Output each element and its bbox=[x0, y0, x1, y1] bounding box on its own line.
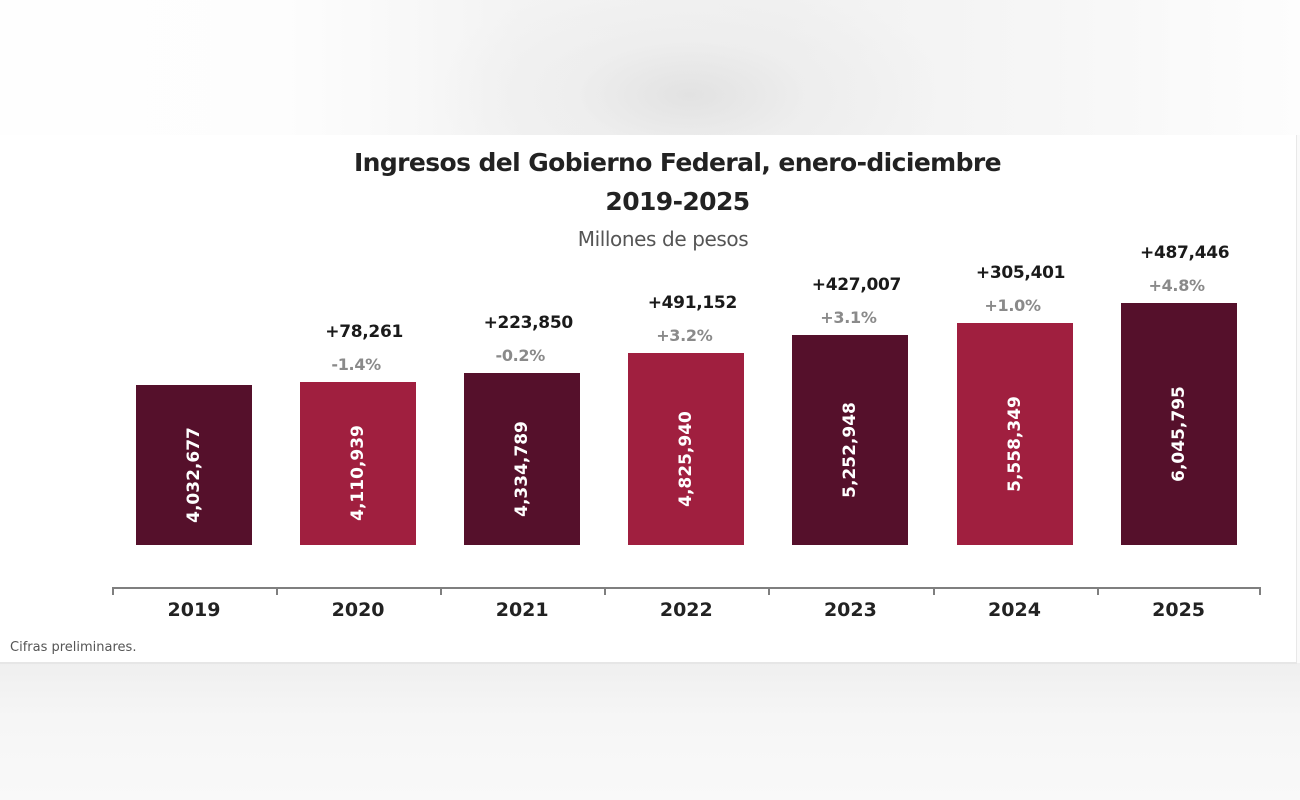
x-axis-label-2023: 2023 bbox=[823, 599, 877, 621]
bar-2020: 4,110,939 bbox=[300, 381, 417, 545]
change-absolute-label: +78,261 bbox=[325, 321, 404, 342]
blurred-background-top bbox=[0, 0, 1300, 135]
bar-value-label: 5,558,349 bbox=[1004, 396, 1025, 492]
bar-value-label: 6,045,795 bbox=[1168, 386, 1189, 482]
x-axis-tick bbox=[932, 587, 935, 595]
bar-2022: 4,825,940 bbox=[628, 352, 745, 545]
chart-title-years: 2019-2025 bbox=[605, 187, 750, 216]
change-percent-label: +3.1% bbox=[820, 308, 877, 328]
bar-value-label: 4,334,789 bbox=[512, 420, 533, 517]
bar-2021: 4,334,789 bbox=[464, 372, 581, 545]
footnote: Cifras preliminares. bbox=[10, 640, 137, 655]
x-axis-tick bbox=[112, 587, 114, 595]
x-axis-label-2025: 2025 bbox=[1152, 599, 1206, 621]
bar-value-label: 5,252,948 bbox=[840, 402, 861, 498]
bar-value-label: 4,110,939 bbox=[348, 425, 369, 522]
x-axis-label-2022: 2022 bbox=[659, 599, 713, 621]
change-percent-label: -1.4% bbox=[331, 354, 381, 374]
x-axis-tick bbox=[440, 587, 443, 595]
x-axis-label-2019: 2019 bbox=[167, 599, 221, 621]
change-absolute-label: +491,152 bbox=[647, 292, 738, 313]
chart-subtitle: Millones de pesos bbox=[577, 227, 749, 251]
bar-value-label: 4,825,940 bbox=[676, 410, 697, 507]
change-absolute-label: +487,446 bbox=[1140, 243, 1230, 263]
x-axis-label-2020: 2020 bbox=[331, 599, 385, 621]
bar-2025: 6,045,795 bbox=[1120, 303, 1237, 545]
change-percent-label: +4.8% bbox=[1148, 276, 1205, 295]
x-axis-tick bbox=[604, 587, 607, 595]
bar-2023: 5,252,948 bbox=[792, 335, 909, 545]
bar-2024: 5,558,349 bbox=[956, 322, 1073, 545]
chart-card: Ingresos del Gobierno Federal, enero-dic… bbox=[0, 135, 1297, 664]
change-absolute-label: +305,401 bbox=[975, 262, 1066, 283]
x-axis-label-2021: 2021 bbox=[495, 599, 549, 621]
change-absolute-label: +223,850 bbox=[483, 312, 574, 333]
x-axis-tick bbox=[1096, 587, 1099, 595]
x-axis-tick bbox=[1259, 587, 1261, 595]
bar-value-label: 4,032,677 bbox=[184, 427, 205, 523]
x-axis-line bbox=[112, 587, 1261, 589]
blurred-background-bottom bbox=[0, 663, 1300, 800]
change-percent-label: -0.2% bbox=[495, 345, 546, 365]
change-percent-label: +3.2% bbox=[656, 325, 713, 345]
change-percent-label: +1.0% bbox=[984, 295, 1041, 315]
change-absolute-label: +427,007 bbox=[811, 275, 902, 296]
bar-2019: 4,032,677 bbox=[136, 385, 253, 545]
x-axis-tick bbox=[768, 587, 771, 595]
x-axis-label-2024: 2024 bbox=[988, 599, 1041, 621]
chart-title: Ingresos del Gobierno Federal, enero-dic… bbox=[353, 148, 1002, 177]
x-axis-tick bbox=[276, 587, 279, 595]
